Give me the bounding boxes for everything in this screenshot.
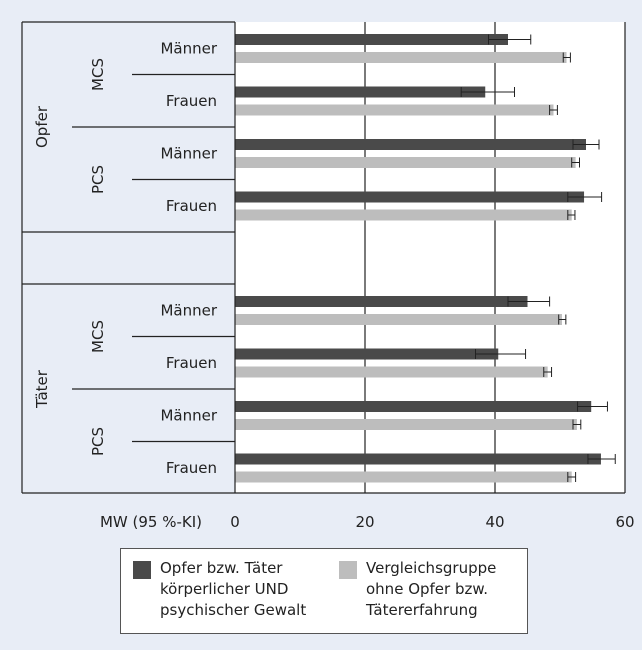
legend-item-series2: Vergleichsgruppe ohne Opfer bzw. Täterer… — [339, 558, 496, 621]
bar-series1-1-1-1 — [235, 453, 601, 465]
x-tick-label-60: 60 — [615, 513, 634, 531]
bar-series2-0-1-0 — [235, 157, 576, 168]
bar-series1-0-1-1 — [235, 191, 585, 203]
legend-label-series1: Opfer bzw. Täter körperlicher UND psychi… — [160, 559, 307, 619]
bar-series1-1-1-0 — [235, 401, 592, 412]
bar-series1-1-0-0 — [235, 296, 528, 307]
bar-series2-0-0-0 — [235, 52, 567, 63]
row-label-1-0-0: Männer — [160, 301, 217, 319]
bar-series2-1-0-1 — [235, 366, 548, 378]
legend-item-series1: Opfer bzw. Täter körperlicher UND psychi… — [133, 558, 306, 621]
bar-series2-1-1-1 — [235, 471, 572, 483]
legend-label-series2: Vergleichsgruppe ohne Opfer bzw. Täterer… — [366, 559, 497, 619]
subgroup-label-0-1: PCS — [89, 165, 107, 194]
group-label-1: Täter — [33, 369, 51, 409]
bar-series1-0-1-0 — [235, 139, 586, 150]
bar-series2-1-0-0 — [235, 314, 562, 325]
x-tick-label-0: 0 — [230, 513, 240, 531]
plot-area — [235, 22, 625, 493]
subgroup-label-1-0: MCS — [89, 320, 107, 353]
row-label-0-1-1: Frauen — [166, 197, 217, 215]
bar-chart: Männer Frauen MCS Männer Frauen PCS Opfer Männe… — [21, 21, 635, 531]
legend-swatch-series2 — [339, 561, 357, 579]
subgroup-label-1-1: PCS — [89, 427, 107, 456]
row-label-0-0-0: Männer — [160, 39, 217, 57]
x-tick-label-40: 40 — [485, 513, 504, 531]
bar-series1-0-0-1 — [235, 86, 486, 98]
row-label-1-0-1: Frauen — [166, 354, 217, 372]
legend-swatch-series1 — [133, 561, 151, 579]
group-label-0: Opfer — [33, 105, 51, 148]
bar-series2-0-0-1 — [235, 104, 554, 116]
subgroup-label-0-0: MCS — [89, 58, 107, 91]
row-label-1-1-0: Männer — [160, 406, 217, 424]
x-tick-label-20: 20 — [355, 513, 374, 531]
x-axis-label: MW (95 %-KI) — [100, 513, 202, 531]
row-label-1-1-1: Frauen — [166, 459, 217, 477]
bar-series2-0-1-1 — [235, 209, 572, 221]
bar-series1-0-0-0 — [235, 34, 508, 45]
bar-series1-1-0-1 — [235, 348, 499, 360]
row-label-0-0-1: Frauen — [166, 92, 217, 110]
row-label-0-1-0: Männer — [160, 144, 217, 162]
legend: Opfer bzw. Täter körperlicher UND psychi… — [120, 548, 528, 634]
bar-series2-1-1-0 — [235, 419, 577, 430]
